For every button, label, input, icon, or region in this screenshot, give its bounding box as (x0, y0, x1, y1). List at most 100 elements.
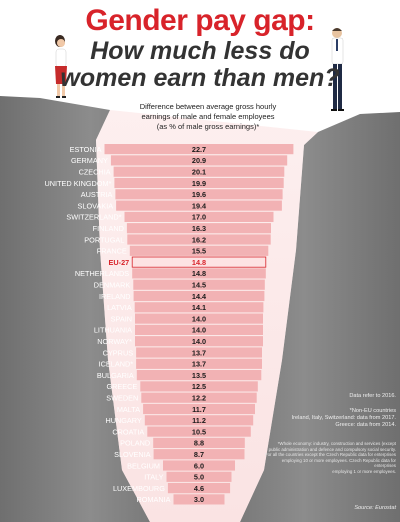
country-label: ITALY (144, 473, 163, 482)
bar-germany (110, 155, 288, 166)
description-line: (as % of male gross earnings)* (156, 122, 260, 131)
bar-luxembourg (167, 483, 231, 494)
country-label: LATVIA (107, 303, 132, 312)
bar-slovenia (153, 449, 245, 460)
bar-malta (143, 403, 255, 415)
value-label: 16.3 (192, 224, 206, 233)
bar-spain (135, 313, 263, 324)
value-label: 20.9 (192, 156, 206, 165)
bar-italy (166, 471, 232, 482)
value-label: 22.7 (192, 145, 206, 154)
country-label: DENMARK (94, 281, 131, 290)
country-label: BULGARIA (97, 371, 134, 380)
note-methodology: *Whole economy: industry, construction a… (262, 441, 396, 475)
bar-portugal (127, 234, 271, 245)
note-line: *Whole economy: industry, construction a… (277, 441, 396, 446)
value-label: 12.5 (192, 382, 206, 391)
country-label: SLOVAKIA (78, 201, 114, 210)
bar-iceland (136, 358, 262, 369)
country-label: SWEDEN (106, 394, 138, 403)
country-label: GREECE (106, 382, 137, 391)
value-label: 14.5 (192, 281, 206, 290)
value-label: 14.0 (192, 337, 206, 346)
bar-cyprus (136, 347, 262, 358)
value-label: 8.8 (194, 439, 204, 448)
country-label: ESTONIA (70, 145, 102, 154)
note-line: For all the countries except the Czech R… (264, 452, 396, 458)
country-label: CROATIA (112, 427, 144, 436)
bar-group: ESTONIA 22.7 GERMANY 20.9 CZECHIA 20.1 UNITED … (45, 144, 294, 505)
value-label: 16.2 (192, 235, 206, 244)
bar-belgium (163, 460, 235, 471)
value-label: 15.5 (192, 247, 206, 256)
bar-hungary (144, 415, 254, 426)
woman-figure (55, 35, 67, 98)
note-line: Ireland, Italy, Switzerland: data from 2… (291, 415, 396, 421)
man-figure (331, 28, 344, 111)
country-label: FRANCE (97, 247, 127, 256)
bar-latvia (134, 302, 264, 313)
note-line: employing 1 or more employees. (332, 468, 396, 474)
country-label: SLOVENIA (114, 450, 151, 459)
right-cliff (240, 112, 400, 522)
country-label: MALTA (117, 405, 140, 414)
country-label: EU-27 (109, 258, 130, 267)
value-label: 14.8 (192, 258, 206, 267)
country-label: ROMANIA (136, 495, 170, 504)
bar-sweden (141, 392, 257, 403)
country-label: ICELAND* (99, 360, 134, 369)
country-label: LITHUANIA (94, 326, 132, 335)
value-label: 19.9 (192, 179, 206, 188)
note-line: Greece: data from 2014. (335, 422, 396, 428)
value-label: 14.4 (192, 292, 207, 301)
country-label: NETHERLANDS (75, 269, 129, 278)
country-label: AUSTRIA (81, 190, 113, 199)
value-label: 4.6 (194, 484, 204, 493)
note-non-eu: *Non-EU countries Ireland, Italy, Switze… (278, 408, 396, 429)
bar-ireland (133, 290, 265, 302)
bar-croatia (147, 426, 251, 437)
bar-netherlands (132, 268, 266, 279)
bar-bulgaria (136, 370, 262, 381)
value-label: 14.1 (192, 303, 206, 312)
value-label: 3.0 (194, 495, 204, 504)
value-label: 19.6 (192, 190, 206, 199)
value-label: 14.0 (192, 314, 206, 323)
bar-poland (153, 437, 245, 448)
country-label: FINLAND (93, 224, 124, 233)
value-label: 12.2 (192, 394, 206, 403)
note-line: employing 10 or more employees. Czech Re… (281, 457, 396, 469)
left-cliff (0, 96, 150, 522)
value-label: 13.5 (192, 371, 206, 380)
bar-denmark (133, 279, 265, 290)
country-label: SWITZERLAND* (66, 213, 121, 222)
country-label: NORWAY* (97, 337, 132, 346)
bar-czechia (113, 166, 285, 177)
description-line: earnings of male and female employees (141, 112, 275, 121)
value-label: 13.7 (192, 360, 206, 369)
description-line: Difference between average gross hourly (139, 102, 277, 111)
value-label: 14.0 (192, 326, 206, 335)
country-label: GERMANY (71, 156, 108, 165)
value-label: 17.0 (192, 213, 206, 222)
bar-romania (173, 494, 225, 505)
value-label: 20.1 (192, 168, 206, 177)
value-label: 11.7 (192, 405, 206, 414)
country-label: CZECHIA (79, 168, 111, 177)
value-label: 19.4 (192, 201, 207, 210)
bar-greece (140, 381, 258, 392)
value-label: 6.0 (194, 461, 204, 470)
value-label: 13.7 (192, 348, 206, 357)
source: Source: Eurostat (354, 505, 396, 511)
country-label: IRELAND (99, 292, 131, 301)
country-label: LUXEMBOURG (113, 484, 165, 493)
note-line: public administration and defence and co… (268, 446, 396, 452)
value-label: 10.5 (192, 427, 206, 436)
note-line: *Non-EU countries (349, 408, 396, 414)
bar-united-kingdom (114, 177, 284, 189)
country-label: HUNGARY (105, 416, 141, 425)
bar-eu-27 (131, 256, 267, 268)
country-label: POLAND (120, 439, 150, 448)
note-data-year: Data refer to 2016. (349, 393, 396, 399)
